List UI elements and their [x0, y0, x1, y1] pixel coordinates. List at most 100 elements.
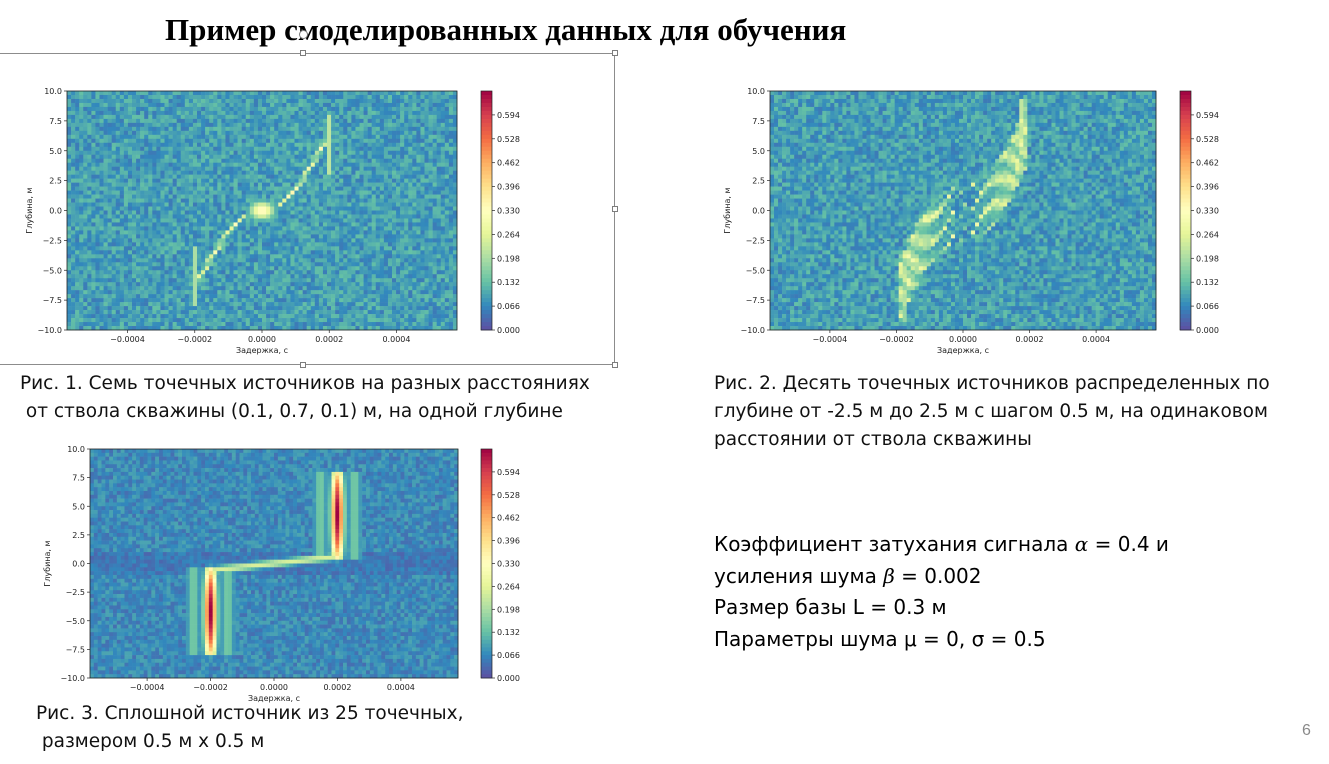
heatmap-cell [318, 270, 324, 275]
heatmap-cell [298, 178, 303, 183]
heatmap-cell [192, 190, 198, 195]
heatmap-cell [392, 238, 397, 243]
heatmap-cell [262, 198, 267, 203]
heatmap-cell [209, 226, 214, 231]
heatmap-cell [168, 290, 173, 295]
heatmap-cell [444, 274, 450, 279]
heatmap-cell [444, 158, 450, 163]
heatmap-cell [432, 222, 437, 227]
heatmap-cell [416, 294, 421, 299]
heatmap-cell [75, 194, 80, 199]
heatmap-cell [327, 150, 332, 156]
heatmap-cell [180, 286, 186, 291]
heatmap-cell [351, 278, 356, 283]
resize-handle-top[interactable] [300, 50, 306, 56]
heatmap-cell [213, 142, 218, 148]
heatmap-cell [274, 122, 279, 128]
heatmap-cell [152, 230, 157, 235]
heatmap-cell [140, 194, 145, 199]
heatmap-cell [233, 106, 238, 112]
heatmap-cell [237, 202, 242, 207]
heatmap-cell [387, 182, 393, 187]
heatmap-cell [257, 190, 263, 195]
heatmap-cell [87, 150, 92, 156]
resize-handle-top-right[interactable] [612, 50, 618, 56]
heatmap-cell [245, 270, 251, 275]
heatmap-cell [322, 190, 328, 195]
heatmap-cell [375, 186, 381, 191]
resize-handle-right[interactable] [612, 206, 618, 212]
heatmap-cell [71, 254, 76, 259]
heatmap-cell [436, 210, 442, 215]
heatmap-cell [115, 238, 121, 243]
heatmap-cell [375, 242, 381, 247]
heatmap-cell [367, 238, 372, 243]
heatmap-cell [274, 126, 279, 132]
heatmap-cell [286, 210, 291, 215]
heatmap-cell [290, 202, 295, 207]
heatmap-cell [221, 238, 226, 243]
heatmap-cell [221, 234, 226, 239]
heatmap-cell [156, 238, 161, 243]
heatmap-cell [408, 138, 413, 144]
heatmap-cell [144, 162, 149, 167]
heatmap-cell [217, 254, 222, 259]
resize-handle-bottom-right[interactable] [612, 362, 618, 368]
heatmap-cell [314, 274, 320, 279]
heatmap-cell [436, 146, 442, 152]
heatmap-cell [136, 106, 141, 112]
heatmap-cell [103, 138, 108, 144]
heatmap-cell [306, 210, 312, 215]
heatmap-cell [428, 106, 433, 112]
heatmap-cell [221, 274, 226, 279]
heatmap-cell [123, 294, 129, 299]
heatmap-cell [99, 118, 104, 124]
heatmap-cell [379, 138, 385, 144]
heatmap-cell [314, 138, 320, 144]
heatmap-cell [290, 130, 295, 136]
heatmap-cell [132, 222, 137, 227]
heatmap-cell [351, 218, 356, 223]
heatmap-cell [420, 250, 425, 255]
heatmap-cell [156, 242, 161, 247]
heatmap-cell [229, 186, 234, 191]
heatmap-cell [245, 174, 251, 179]
heatmap-cell [351, 98, 356, 104]
heatmap-cell [339, 242, 344, 247]
heatmap-cell [436, 262, 442, 267]
heatmap-cell [383, 282, 389, 287]
heatmap-cell [262, 234, 267, 239]
heatmap-cell [424, 162, 429, 167]
heatmap-cell [253, 230, 259, 235]
heatmap-cell [318, 258, 324, 263]
heatmap-cell [213, 118, 218, 124]
heatmap-cell [148, 154, 153, 160]
heatmap-cell [448, 102, 454, 108]
rotation-handle[interactable] [299, 30, 308, 39]
heatmap-cell [448, 222, 454, 227]
heatmap-cell [115, 138, 121, 144]
heatmap-cell [383, 154, 389, 160]
heatmap-cell [314, 126, 320, 132]
heatmap-cell [306, 91, 312, 96]
resize-handle-bottom[interactable] [300, 362, 306, 368]
heatmap-cell [318, 146, 324, 152]
heatmap-cell [233, 286, 238, 291]
heatmap-cell [420, 118, 425, 124]
heatmap-cell [241, 230, 247, 235]
heatmap-cell [176, 194, 182, 199]
heatmap-cell [241, 118, 247, 124]
heatmap-cell [400, 222, 405, 227]
heatmap-cell [172, 166, 177, 171]
heatmap-cell [99, 134, 104, 140]
heatmap-cell [197, 102, 202, 108]
heatmap-cell [209, 210, 214, 215]
heatmap-cell [343, 134, 348, 140]
heatmap-cell [367, 190, 372, 195]
heatmap-cell [164, 222, 169, 227]
heatmap-cell [440, 206, 446, 211]
heatmap-cell [257, 186, 263, 191]
heatmap-cell [270, 270, 275, 275]
heatmap-cell [416, 122, 421, 128]
heatmap-cell [87, 114, 92, 120]
